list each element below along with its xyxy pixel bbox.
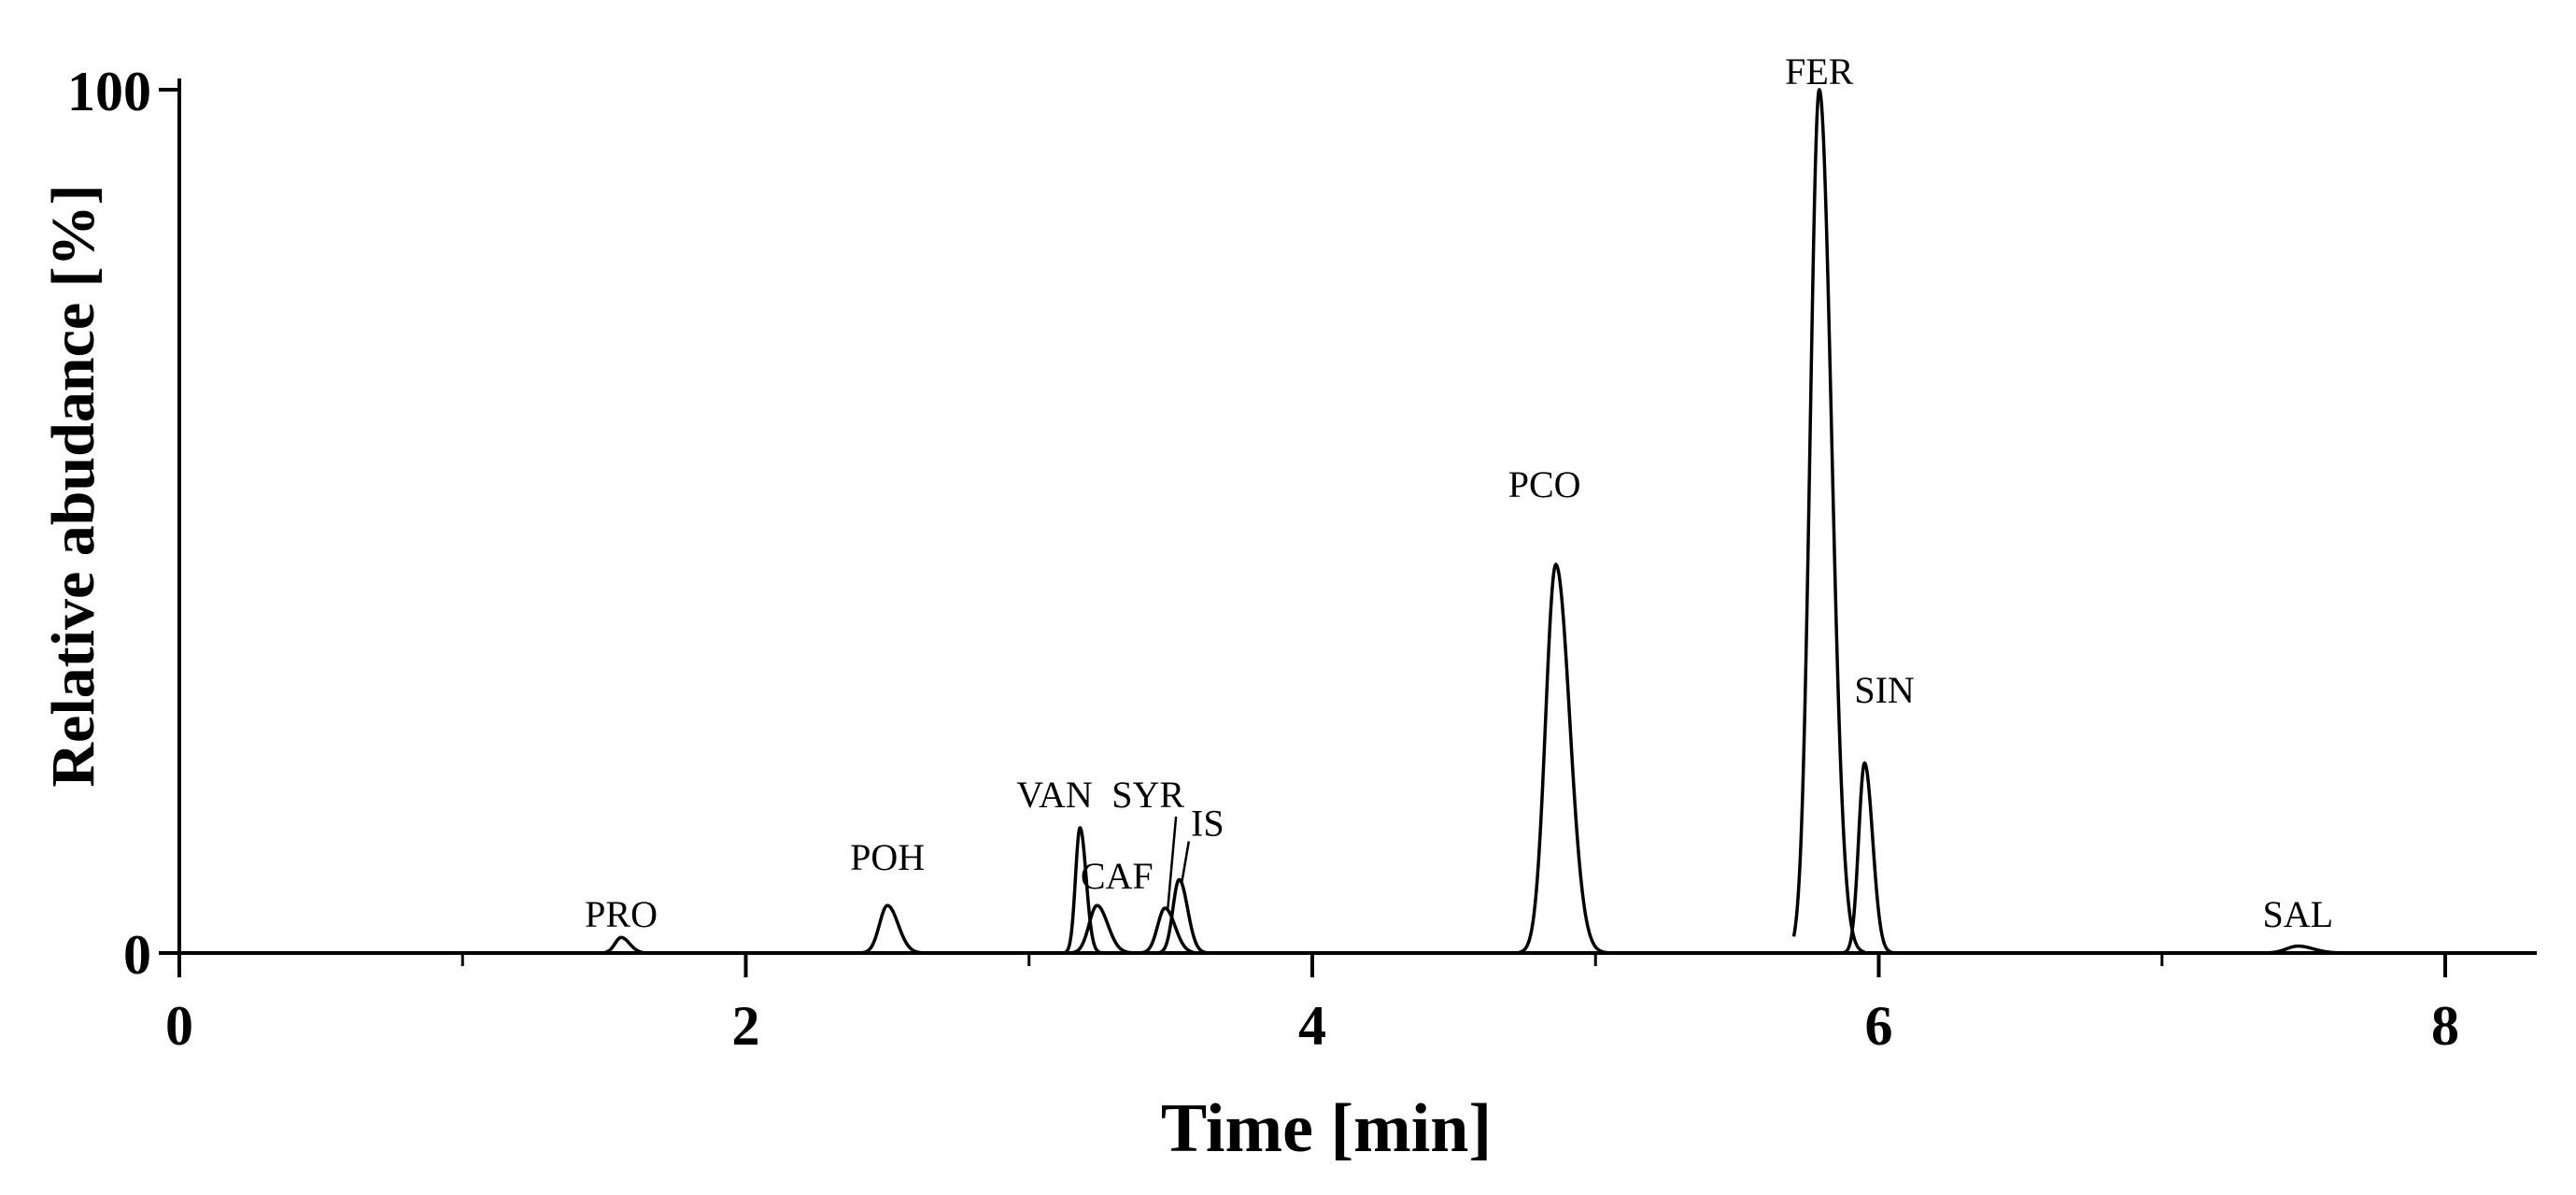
peak-label-van: VAN bbox=[1016, 774, 1093, 816]
peak-label-syr: SYR bbox=[1111, 774, 1184, 816]
peak-label-sal: SAL bbox=[2263, 893, 2334, 935]
x-tick-label: 8 bbox=[2431, 995, 2459, 1057]
is-leader-line bbox=[1181, 841, 1191, 882]
peak-trace-van bbox=[1042, 826, 1114, 955]
peak-label-caf: CAF bbox=[1081, 855, 1154, 897]
chromatogram-traces bbox=[462, 87, 2375, 955]
peak-label-fer: FER bbox=[1785, 50, 1854, 92]
peak-label-sin: SIN bbox=[1854, 669, 1914, 711]
peak-trace-syr bbox=[1136, 906, 1194, 955]
x-tick-label: 0 bbox=[165, 995, 193, 1057]
syr-leader-line bbox=[1167, 816, 1178, 909]
y-tick-label: 0 bbox=[123, 924, 151, 986]
peak-label-pro: PRO bbox=[585, 893, 658, 935]
x-axis-label: Time [min] bbox=[1161, 1090, 1492, 1167]
y-tick-label: 100 bbox=[67, 61, 151, 122]
peak-label-is: IS bbox=[1191, 803, 1224, 845]
peak-trace-caf bbox=[1071, 903, 1132, 955]
peak-trace-sal bbox=[2218, 944, 2375, 955]
x-tick-label: 4 bbox=[1298, 995, 1326, 1057]
y-axis-label: Relative abudance [%] bbox=[39, 184, 107, 787]
peak-trace-fer bbox=[1791, 87, 1865, 954]
peak-trace-pro bbox=[462, 935, 746, 955]
axes: 0 2 4 6 8 0 100 bbox=[67, 61, 2537, 1057]
peak-trace-sin bbox=[1827, 761, 2016, 955]
peak-trace-poh bbox=[844, 903, 958, 955]
x-tick-label: 6 bbox=[1865, 995, 1893, 1057]
peak-label-pco: PCO bbox=[1508, 463, 1581, 505]
x-tick-label: 2 bbox=[732, 995, 760, 1057]
peak-trace-is bbox=[1151, 877, 1209, 955]
peak-label-poh: POH bbox=[850, 836, 925, 878]
peak-trace-pco bbox=[1453, 562, 1766, 955]
